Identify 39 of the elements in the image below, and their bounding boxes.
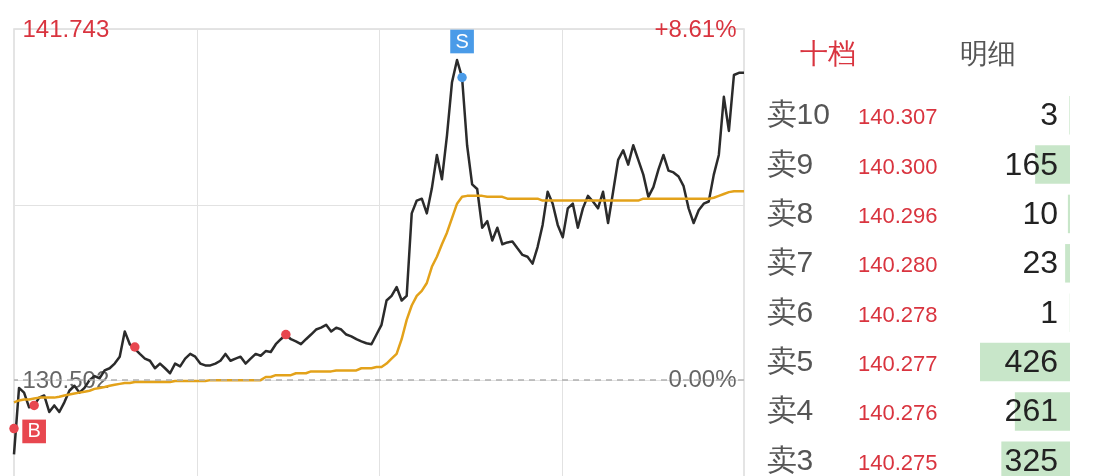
text: 140.275 [858,449,938,475]
y-tick-label: 卖4 [766,393,814,427]
data-label: 3 [1040,96,1058,133]
y2-tick-label: 0.00% [668,365,737,393]
y-tick-label: 141.743 [22,14,110,42]
text: 140.307 [858,104,938,130]
text: 140.276 [858,400,938,426]
data-label: 426 [1004,343,1058,380]
data-label: 261 [1004,392,1058,429]
data-label: 1 [1040,293,1058,330]
text: 明细 [960,38,1016,69]
text: 140.296 [858,202,938,228]
text: 140.277 [858,351,938,377]
data-label: 10 [1022,194,1058,231]
y-tick-label: 卖7 [766,245,814,279]
bar [1067,194,1070,234]
data-label: B [27,419,41,442]
text: 140.278 [858,301,938,327]
data-label: 325 [1004,441,1058,476]
y-tick-label: 卖6 [766,294,814,328]
y-tick-label: 卖10 [766,97,830,131]
text: 140.280 [858,252,938,278]
text: 十档 [800,38,856,69]
data-label: 165 [1004,145,1058,182]
y-tick-label: 卖3 [766,442,814,476]
point [29,400,39,411]
y-tick-label: 卖5 [766,344,814,378]
data-label: S [455,29,469,52]
bar [1065,244,1070,283]
point [457,72,467,83]
y2-tick-label: +8.61% [654,14,737,42]
point [9,423,19,434]
line-series [12,58,746,456]
y-tick-label: 卖8 [766,195,814,229]
text: 140.300 [858,153,938,179]
point [281,329,291,340]
point [130,342,140,352]
y-tick-label: 卖9 [766,146,814,180]
data-label: 23 [1022,244,1058,281]
